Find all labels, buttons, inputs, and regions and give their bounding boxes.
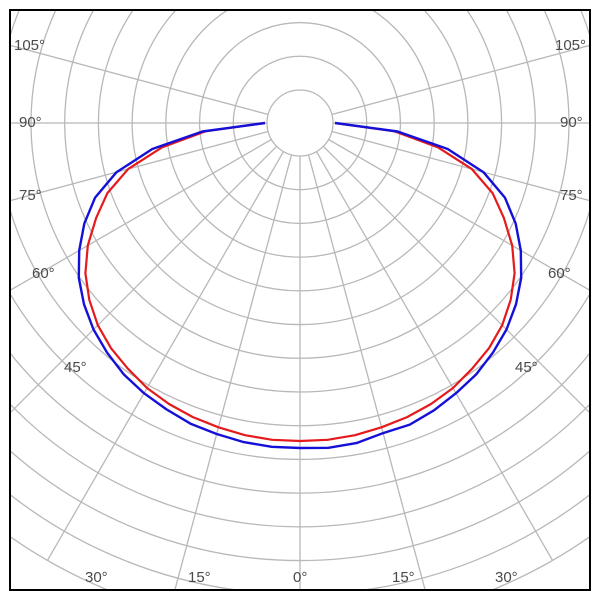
angle-label: 30° (495, 569, 518, 586)
angle-label: 60° (32, 265, 55, 282)
angle-label: 30° (85, 569, 108, 586)
angle-label: 0° (293, 569, 307, 586)
chart-svg: 105° 105° 90° 90° 75° 75° 60° 60° 45° 45° 30° 30° 15… (0, 0, 600, 600)
angle-label: 15° (392, 569, 415, 586)
angle-label: 105° (14, 37, 45, 54)
angle-label: 75° (560, 187, 583, 204)
angle-label: 90° (560, 114, 583, 131)
angle-label: 90° (19, 114, 42, 131)
angle-label: 45° (64, 359, 87, 376)
polar-chart: 105° 105° 90° 90° 75° 75° 60° 60° 45° 45° 30° 30° 15… (0, 0, 600, 600)
angle-label: 75° (19, 187, 42, 204)
angle-label: 15° (188, 569, 211, 586)
angle-label: 105° (555, 37, 586, 54)
angle-label: 45° (515, 359, 538, 376)
angle-label: 60° (548, 265, 571, 282)
